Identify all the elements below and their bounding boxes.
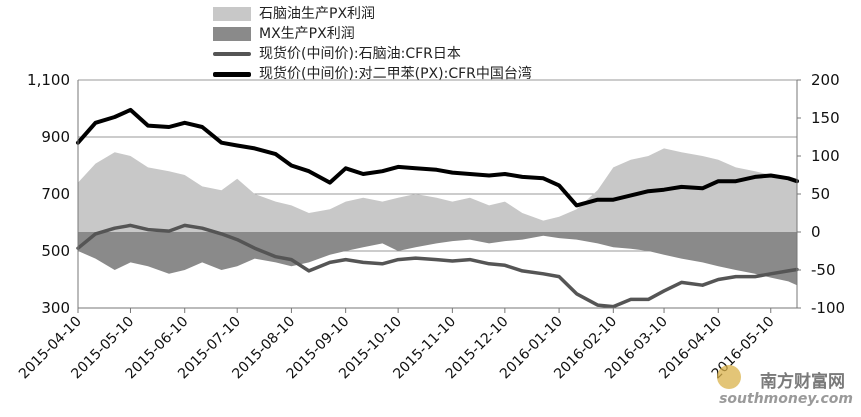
line-现货价(中间价):对二甲苯(PX):CFR中国台湾 (76, 107, 799, 208)
legend-label: MX生产PX利润 (259, 26, 355, 42)
y-left-tick-label: 300 (41, 299, 70, 317)
legend-item-px-price: 现货价(中间价):对二甲苯(PX):CFR中国台湾 (213, 64, 532, 84)
line-现货价(中间价):石脑油:CFR日本 (76, 223, 799, 309)
y-left-tick-label: 500 (41, 242, 70, 260)
legend-swatch-area-dark (213, 27, 251, 41)
legend-item-naphtha-px-profit: 石脑油生产PX利润 (213, 4, 532, 24)
y-left-tick-label: 900 (41, 128, 70, 146)
legend-swatch-line-gray (213, 52, 251, 56)
y-left-tick-label: 700 (41, 185, 70, 203)
area-石脑油生产PX利润 (78, 148, 797, 232)
y-axis-left: 300 500 700 900 1,100 (27, 71, 70, 317)
y-axis-right: -100 -50 0 50 100 150 200 (797, 71, 845, 317)
line-series (76, 107, 799, 309)
legend-label: 石脑油生产PX利润 (259, 6, 376, 22)
watermark: 南方财富网 southmoney.com (717, 365, 857, 417)
y-right-tick-label: 50 (811, 185, 830, 203)
legend-swatch-line-black (213, 71, 251, 77)
legend-swatch-area-light (213, 7, 251, 21)
legend-item-mx-px-profit: MX生产PX利润 (213, 24, 532, 44)
area-MX生产PX利润 (78, 232, 797, 286)
watermark-logo-icon (717, 365, 741, 389)
legend-item-naphtha-price: 现货价(中间价):石脑油:CFR日本 (213, 44, 532, 64)
y-right-tick-label: 100 (811, 147, 840, 165)
y-right-tick-label: 150 (811, 109, 840, 127)
x-axis: 2015-04-102015-05-102015-06-102015-07-10… (16, 308, 778, 382)
legend-label: 现货价(中间价):对二甲苯(PX):CFR中国台湾 (259, 66, 532, 82)
y-right-tick-label: 200 (811, 71, 840, 89)
y-right-tick-label: -100 (811, 299, 845, 317)
watermark-cn: 南方财富网 (760, 372, 845, 392)
y-right-tick-label: -50 (811, 261, 836, 279)
legend: 石脑油生产PX利润 MX生产PX利润 现货价(中间价):石脑油:CFR日本 现货… (213, 4, 532, 84)
y-left-tick-label: 1,100 (27, 71, 70, 89)
watermark-en: southmoney.com (719, 391, 853, 407)
y-right-tick-label: 0 (811, 223, 821, 241)
legend-label: 现货价(中间价):石脑油:CFR日本 (259, 46, 461, 62)
area-series (77, 148, 798, 286)
